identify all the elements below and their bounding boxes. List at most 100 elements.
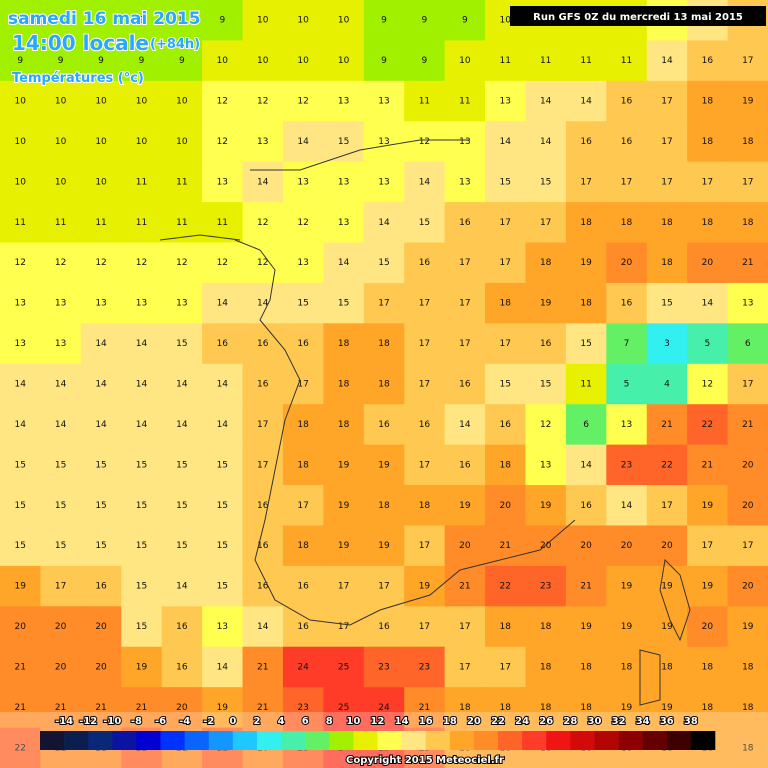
temperature-value: 15 [580,339,591,349]
legend-label: 32 [612,716,626,727]
temperature-cell [121,80,163,122]
temperature-value: 10 [500,16,512,26]
temperature-value: 15 [176,339,187,349]
temperature-value: 13 [14,299,25,309]
temperature-cell [202,242,244,284]
temperature-cell [323,687,365,729]
temperature-cell [606,40,648,82]
temperature-value: 17 [459,622,470,632]
temperature-value: 17 [419,622,430,632]
legend-swatch [618,731,643,750]
temperature-cell [404,525,446,567]
temperature-cell [363,242,405,284]
temperature-value: 14 [217,662,229,672]
temperature-cell [687,606,729,648]
temperature-cell [242,444,284,486]
temperature-cell [202,444,244,486]
temperature-cell [161,282,203,324]
temperature-cell [363,121,405,163]
temperature-cell [40,121,82,163]
temperature-cell [202,282,244,324]
legend-label: 36 [660,716,674,727]
temperature-cell [161,444,203,486]
temperature-value: 13 [338,97,349,107]
temperature-value: 14 [257,622,269,632]
temperature-cell [121,404,163,446]
temperature-cell [121,40,163,82]
temperature-cell [687,161,729,203]
temperature-value: 10 [95,177,107,187]
temperature-cell [121,323,163,365]
temperature-value: 16 [257,339,269,349]
temperature-cell [202,606,244,648]
legend-swatch [353,731,378,750]
temperature-cell [525,161,567,203]
temperature-cell [0,565,41,607]
temperature-value: 16 [419,420,431,430]
legend-swatch [377,731,402,750]
temperature-cell [242,80,284,122]
temperature-value: 18 [702,662,714,672]
temperature-cell [363,161,405,203]
temperature-cell [80,363,122,405]
temperature-cell [282,242,324,284]
temperature-cell [363,80,405,122]
temperature-value: 18 [621,662,633,672]
temperature-value: 18 [742,703,754,713]
legend-swatch [546,731,571,750]
temperature-value: 9 [98,56,104,66]
temperature-value: 11 [217,218,228,228]
temperature-value: 10 [136,97,148,107]
temperature-value: 18 [500,622,512,632]
temperature-cell [202,687,244,729]
temperature-cell [282,121,324,163]
temperature-value: 18 [742,662,754,672]
temperature-value: 17 [419,460,430,470]
temperature-value: 18 [540,622,552,632]
temperature-cell [40,282,82,324]
temperature-cell [404,485,446,526]
temperature-cell [40,404,82,446]
temperature-cell [80,0,122,41]
temperature-value: 20 [95,662,107,672]
legend-label: 6 [302,716,309,727]
temperature-value: 16 [621,299,633,309]
temperature-value: 14 [459,420,471,430]
temperature-cell [363,485,405,526]
temperature-cell [727,404,768,446]
temperature-cell [161,0,203,41]
temperature-cell [0,323,41,365]
temperature-cell [565,323,607,365]
legend-label: 24 [515,716,529,727]
temperature-value: 13 [742,299,753,309]
temperature-value: 16 [378,420,390,430]
temperature-cell [202,121,244,163]
temperature-value: 10 [136,137,148,147]
legend-swatch [88,731,113,750]
temperature-value: 23 [378,662,389,672]
temperature-value: 19 [378,541,390,551]
temperature-cell [323,485,365,526]
temperature-cell [485,404,526,446]
temperature-cell [80,80,122,122]
temperature-cell [727,282,768,324]
temperature-cell [323,363,365,405]
temperature-value: 20 [55,662,67,672]
temperature-value: 14 [176,380,188,390]
temperature-value: 16 [459,380,471,390]
temperature-cell [485,242,526,284]
temperature-value: 19 [217,703,229,713]
temperature-cell [687,687,729,729]
temperature-value: 10 [95,137,107,147]
temperature-value: 19 [580,622,592,632]
island [659,558,691,642]
temperature-cell [323,40,365,82]
temperature-value: 21 [459,582,470,592]
temperature-cell [40,242,82,284]
temperature-cell [161,606,203,648]
temperature-cell [606,242,648,284]
temperature-value: 14 [540,137,552,147]
temperature-value: 10 [176,97,188,107]
temperature-cell [80,121,122,163]
